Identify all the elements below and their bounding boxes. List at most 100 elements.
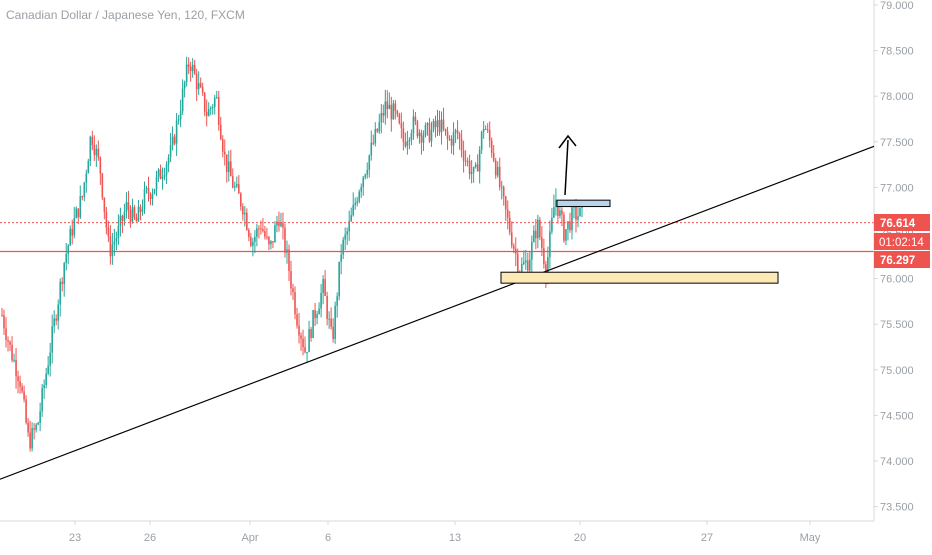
candle-body: [314, 310, 316, 319]
candle-body: [55, 318, 57, 321]
candle-body: [488, 129, 491, 141]
x-tick-labels: 23 26 Apr 6 13 20 27 May: [69, 521, 821, 544]
candle-body: [91, 136, 94, 145]
candle-body: [312, 310, 314, 339]
projection-arrow-icon[interactable]: [558, 134, 577, 196]
candle-body: [278, 221, 280, 227]
candle-body: [157, 169, 160, 177]
candle-body: [81, 196, 84, 198]
candles: [1, 56, 583, 452]
candle-body: [107, 227, 110, 237]
candle-body: [444, 128, 447, 132]
candle-body: [508, 217, 511, 233]
candle-body: [454, 130, 457, 133]
y-tick-label: 74.000: [880, 456, 914, 468]
candle-body: [328, 318, 330, 320]
candle-body: [480, 131, 483, 150]
candle-body: [183, 82, 186, 89]
candle-body: [93, 144, 96, 156]
y-tick-label: 79.000: [880, 0, 914, 12]
support-zone[interactable]: [500, 271, 779, 284]
candle-body: [147, 188, 150, 195]
candle-body: [402, 128, 405, 142]
candle-body: [512, 245, 515, 249]
candle-body: [254, 236, 256, 242]
candle-body: [11, 344, 13, 361]
candle-body: [207, 109, 210, 116]
candle-body: [165, 164, 168, 175]
candle-body: [238, 184, 240, 194]
candle-body: [466, 160, 469, 162]
candle-body: [386, 101, 389, 110]
candle-body: [502, 186, 505, 197]
candle-body: [125, 202, 128, 213]
candle-body: [382, 112, 385, 116]
candle-body: [45, 373, 47, 386]
candle-body: [21, 386, 23, 392]
candle-body: [557, 200, 559, 217]
candle-body: [422, 135, 425, 143]
candle-body: [137, 206, 140, 222]
candle-body: [500, 186, 503, 188]
y-tick-label: 77.000: [880, 182, 914, 194]
candle-body: [115, 237, 118, 242]
candle-body: [334, 305, 336, 339]
candle-body: [5, 328, 7, 340]
price-labels: 76.614 01:02:14 76.297: [874, 214, 930, 268]
candle-body: [252, 241, 254, 246]
candle-body: [27, 422, 29, 433]
candle-body: [143, 189, 146, 209]
candle-body: [438, 120, 441, 133]
candle-body: [510, 232, 513, 246]
countdown-label: 01:02:14: [879, 237, 924, 249]
candle-body: [577, 216, 579, 220]
resistance-zone[interactable]: [556, 199, 611, 208]
candle-body: [63, 263, 66, 285]
candle-body: [452, 132, 455, 146]
y-tick-label: 75.000: [880, 365, 914, 377]
candle-body: [460, 139, 463, 151]
candle-body: [372, 142, 375, 144]
candle-body: [304, 347, 306, 353]
candle-body: [167, 157, 170, 165]
candle-body: [342, 239, 344, 255]
candle-body: [99, 157, 102, 174]
candle-body: [354, 203, 357, 205]
candle-body: [324, 279, 326, 296]
candle-body: [322, 279, 324, 293]
candle-body: [73, 218, 76, 236]
candle-body: [470, 172, 473, 174]
candle-body: [318, 308, 320, 315]
y-tick-labels: 79.00078.50078.00077.50077.00076.50076.0…: [874, 0, 914, 514]
candle-body: [29, 432, 31, 449]
candle-body: [37, 422, 39, 425]
candle-body: [440, 119, 443, 133]
candle-body: [109, 236, 112, 257]
candle-body: [344, 234, 346, 240]
candle-body: [579, 207, 581, 217]
candle-body: [360, 186, 363, 192]
candle-body: [348, 221, 350, 232]
trendline[interactable]: [0, 145, 875, 480]
current-price-label-bg: [874, 214, 930, 231]
y-tick-label: 78.500: [880, 46, 914, 58]
candle-body: [171, 136, 174, 146]
candle-body: [545, 264, 547, 277]
candle-body: [248, 229, 250, 238]
candle-body: [79, 196, 82, 218]
candle-body: [23, 391, 25, 400]
candle-body: [555, 200, 557, 208]
candle-body: [240, 193, 242, 207]
candle-body: [264, 231, 266, 237]
candle-body: [446, 131, 449, 139]
candle-body: [346, 231, 348, 235]
candle-body: [191, 64, 194, 72]
candle-body: [149, 194, 152, 199]
candle-body: [97, 148, 100, 158]
candle-body: [13, 359, 15, 361]
candle-body: [551, 217, 553, 232]
candle-body: [159, 169, 162, 179]
candle-body: [274, 225, 276, 243]
y-tick-label: 77.500: [880, 137, 914, 149]
